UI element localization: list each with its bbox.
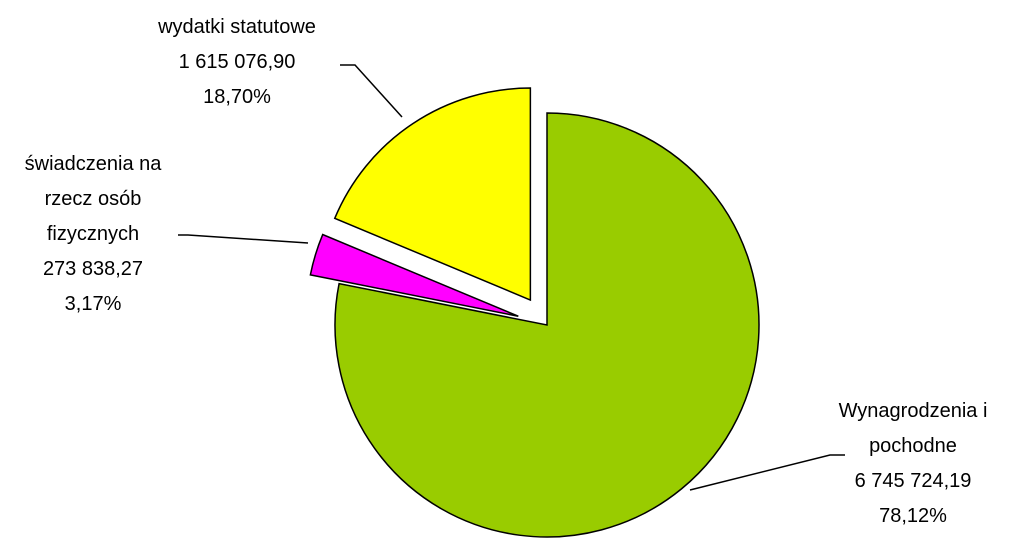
category-label: wydatki statutowe (158, 16, 316, 38)
leader-line (340, 64, 403, 118)
leader-line (178, 234, 309, 244)
category-label: świadczenia na rzecz osób fizycznych (24, 153, 162, 245)
amount-label: 1 615 076,90 (178, 51, 296, 73)
percent-label: 18,70% (203, 86, 271, 108)
pie-slice (333, 87, 532, 302)
leader-line (689, 454, 845, 491)
amount-label: 6 745 724,19 (854, 470, 972, 492)
slice-label: świadczenia na rzecz osób fizycznych 273… (3, 147, 183, 322)
percent-label: 78,12% (879, 505, 947, 527)
pie-slice (334, 112, 760, 538)
amount-label: 273 838,27 (42, 258, 144, 280)
pie-slice (309, 233, 519, 317)
percent-label: 3,17% (64, 293, 122, 315)
slice-label: wydatki statutowe 1 615 076,90 18,70% (117, 10, 357, 115)
category-label: Wynagrodzenia i pochodne (838, 400, 988, 457)
slice-label: Wynagrodzenia i pochodne 6 745 724,19 78… (823, 394, 1003, 534)
